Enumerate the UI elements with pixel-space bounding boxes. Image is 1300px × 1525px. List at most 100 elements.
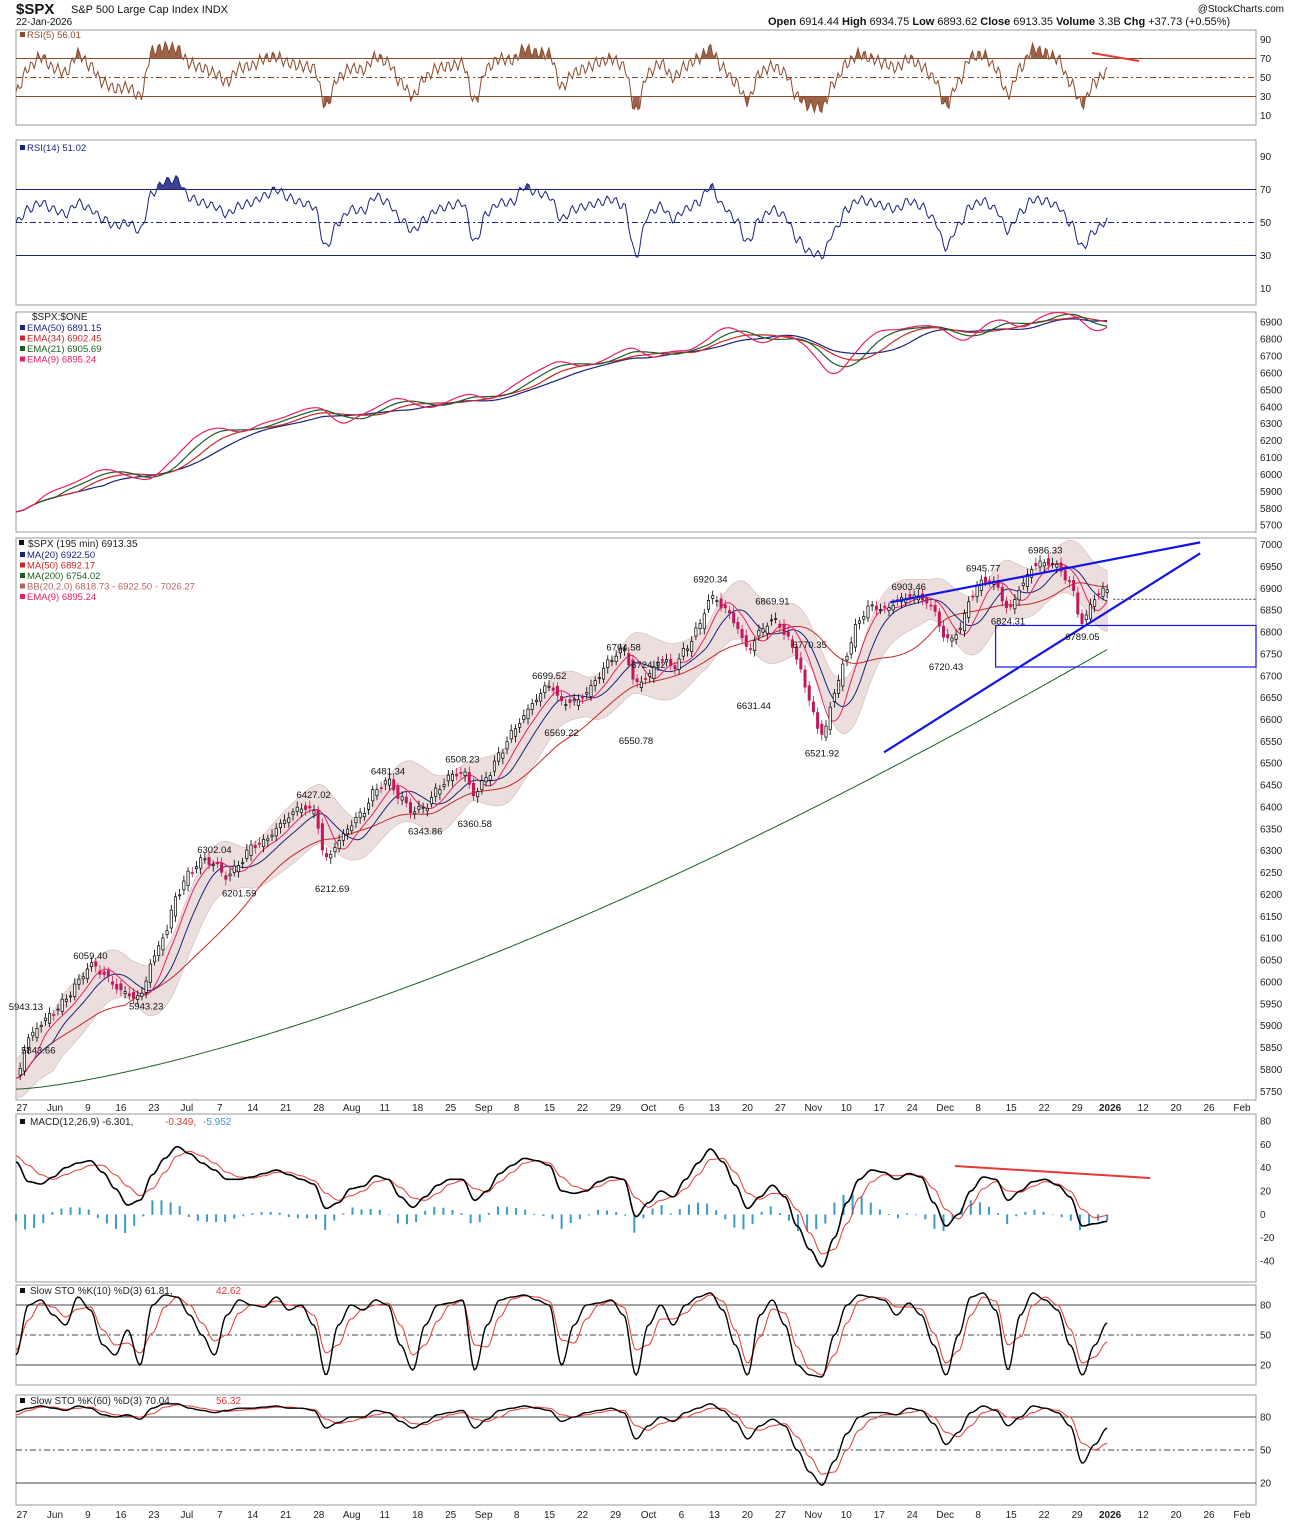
open-value: 6914.44 <box>799 16 839 28</box>
candle-body <box>644 678 648 680</box>
price-x-tick-label: 9 <box>85 1103 91 1114</box>
price-panel-tick-label: 6150 <box>1260 912 1283 923</box>
price-x-tick-label: Jul <box>180 1103 193 1114</box>
candle-body <box>1105 589 1109 593</box>
candle-body <box>828 706 832 730</box>
candle-body <box>194 866 198 869</box>
macd-histogram-bar <box>233 1214 236 1219</box>
macd-histogram-bar <box>224 1214 227 1222</box>
candle-body <box>723 604 727 609</box>
candle-body <box>228 873 232 877</box>
candle-body <box>534 699 538 703</box>
macd-histogram-bar <box>533 1213 536 1215</box>
price-annotation: 6945.77 <box>966 563 1000 574</box>
price-x-tick-label: 15 <box>1006 1103 1018 1114</box>
price-x-tick-label: Jun <box>47 1103 63 1114</box>
candle-body <box>677 658 681 670</box>
candle-body <box>845 655 849 661</box>
candle-body <box>262 839 266 848</box>
price-panel-tick-label: 6050 <box>1260 956 1283 967</box>
candle-body <box>404 796 408 804</box>
ema-panel-tick-label: 6600 <box>1260 368 1283 379</box>
candle-body <box>123 991 127 994</box>
macd-histogram-bar <box>69 1207 72 1215</box>
ema-panel-tick-label: 6100 <box>1260 453 1283 464</box>
candle-body <box>748 648 752 650</box>
candle-body <box>173 896 177 917</box>
candle-body <box>648 673 652 677</box>
lower-x-tick-label: 8 <box>975 1510 981 1521</box>
rsi5-panel-tick-label: 30 <box>1260 92 1272 103</box>
candle-body <box>346 828 350 835</box>
candle-body <box>60 998 64 1012</box>
rsi5-overbought-fill <box>983 50 988 59</box>
lower-x-tick-label: Nov <box>804 1510 822 1521</box>
lower-x-tick-label: 26 <box>1203 1510 1215 1521</box>
candle-body <box>807 685 811 701</box>
price-annotation: 6212.69 <box>315 884 349 895</box>
macd-legend-swatch <box>20 1119 25 1124</box>
price-x-tick-label: 14 <box>247 1103 259 1114</box>
candle-body <box>530 703 534 710</box>
macd-histogram-bar <box>33 1214 36 1229</box>
lower-x-tick-label: Jun <box>47 1510 63 1521</box>
candle-body <box>1000 587 1004 602</box>
candle-body <box>115 984 119 990</box>
candle-body <box>539 693 543 702</box>
sto60-legend-d: 56.32 <box>216 1396 241 1407</box>
price-panel-tick-label: 5950 <box>1260 999 1283 1010</box>
price-legend-2: MA(200) 6754.02 <box>27 571 100 582</box>
candle-body <box>484 777 488 783</box>
candle-body <box>43 1017 47 1021</box>
price-x-tick-label: Oct <box>641 1103 657 1114</box>
candle-body <box>849 642 853 655</box>
price-x-tick-label: 13 <box>709 1103 721 1114</box>
price-annotation: 6569.22 <box>544 728 578 739</box>
candle-body <box>790 639 794 648</box>
rsi5-overbought-fill <box>547 48 551 59</box>
candle-body <box>1017 589 1021 601</box>
index-name: S&P 500 Large Cap Index <box>71 4 199 16</box>
rsi5-overbought-fill <box>1030 43 1048 59</box>
candle-body <box>719 598 723 609</box>
sto10-panel-tick-label: 50 <box>1260 1331 1272 1342</box>
candle-body <box>757 630 761 637</box>
candle-body <box>887 607 891 611</box>
candle-body <box>245 849 249 859</box>
macd-histogram-bar <box>242 1214 245 1217</box>
price-annotation: 6770.35 <box>792 640 826 651</box>
candle-body <box>299 808 303 813</box>
rsi5-panel-tick-label: 10 <box>1260 111 1272 122</box>
macd-histogram-bar <box>778 1213 781 1215</box>
ohlc-summary: Open 6914.44 High 6934.75 Low 6893.62 Cl… <box>768 16 1230 28</box>
candle-body <box>967 601 971 618</box>
sto60-panel-tick-label: 50 <box>1260 1446 1272 1457</box>
rsi14-overbought-fill <box>525 183 529 190</box>
price-title: $SPX (195 min) 6913.35 <box>28 539 138 550</box>
rsi5-overbought-fill <box>519 44 544 59</box>
price-x-tick-label: 17 <box>874 1103 886 1114</box>
macd-histogram-bar <box>951 1214 954 1220</box>
ema-panel-frame <box>15 311 1257 533</box>
candle-body <box>627 653 631 666</box>
price-x-tick-label: Aug <box>343 1103 361 1114</box>
candle-body <box>35 1027 39 1038</box>
rsi14-legend: RSI(14) 51.02 <box>27 143 86 154</box>
sto10-panel-tick-label: 80 <box>1260 1301 1272 1312</box>
candle-body <box>434 787 438 797</box>
candle-body <box>694 627 698 637</box>
lower-x-tick-label: 29 <box>1072 1510 1084 1521</box>
sto10-d-line <box>15 1294 1108 1376</box>
candle-body <box>421 806 425 809</box>
ema-legend-2: EMA(21) 6905.69 <box>27 344 101 355</box>
candle-body <box>450 773 454 781</box>
candle-body <box>39 1024 43 1028</box>
ema-legend-1-swatch <box>20 335 25 341</box>
volume-label: Volume <box>1056 16 1096 28</box>
candle-body <box>1084 614 1088 621</box>
price-x-tick-label: 21 <box>280 1103 292 1114</box>
macd-histogram-bar <box>496 1206 499 1215</box>
ema-legend-2-swatch <box>20 346 25 351</box>
ema-panel-tick-label: 5800 <box>1260 504 1283 515</box>
macd-histogram-bar <box>460 1213 463 1215</box>
